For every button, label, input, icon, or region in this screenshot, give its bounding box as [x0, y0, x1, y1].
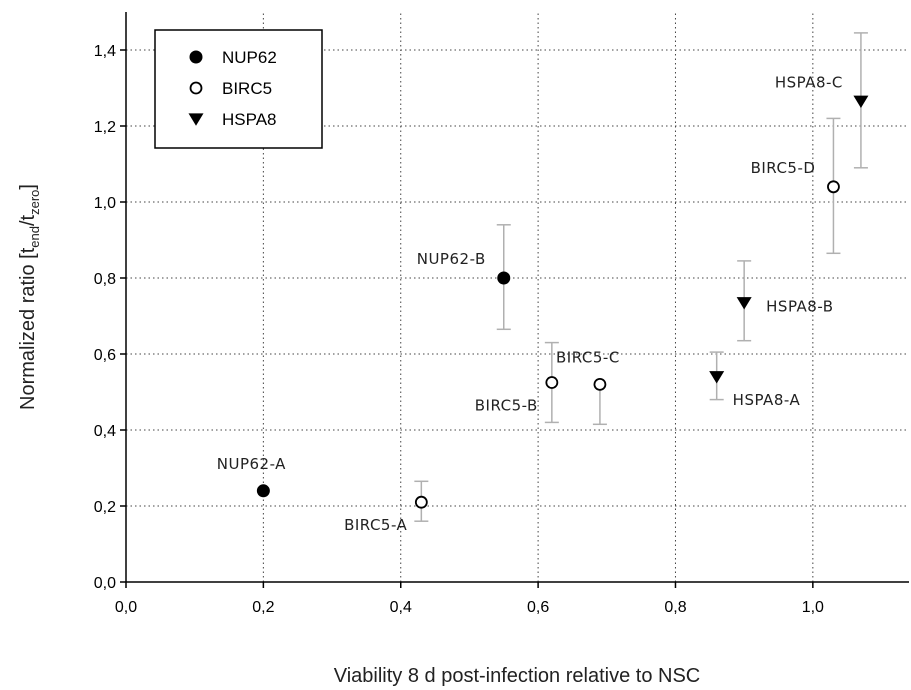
- data-point-birc5-0: [414, 495, 428, 509]
- point-label-birc5-2: BIRC5-C: [556, 348, 620, 366]
- point-label-nup62-0: NUP62-A: [217, 455, 286, 473]
- point-label-birc5-3: BIRC5-D: [751, 159, 816, 177]
- point-label-hspa8-0: HSPA8-A: [733, 391, 801, 409]
- data-point-birc5-1: [545, 376, 559, 389]
- legend-label-birc5: BIRC5: [222, 79, 272, 98]
- y-axis-title-end: ]: [17, 184, 39, 190]
- x-axis-title: Viability 8 d post-infection relative to…: [334, 665, 700, 687]
- x-tick-label-3: 0,6: [527, 599, 549, 616]
- y-tick-label-1: 0,2: [94, 499, 116, 516]
- data-point-hspa8-1: [736, 297, 752, 310]
- point-label-hspa8-1: HSPA8-B: [766, 298, 833, 316]
- y-tick-label-3: 0,6: [94, 347, 116, 364]
- point-label-nup62-1: NUP62-B: [417, 250, 486, 268]
- y-axis-title-sub1: end: [27, 226, 42, 248]
- legend-label-nup62: NUP62: [222, 48, 277, 67]
- x-tick-label-0: 0,0: [115, 599, 137, 616]
- y-axis-title-main: Normalized ratio [t: [17, 247, 39, 410]
- data-point-nup62-1: [497, 271, 511, 285]
- y-axis-title-mid: /t: [17, 214, 39, 226]
- axes: [125, 12, 909, 583]
- data-point-birc5-2: [593, 377, 607, 391]
- legend: NUP62 BIRC5 HSPA8: [154, 29, 323, 149]
- point-label-hspa8-2: HSPA8-C: [775, 73, 843, 91]
- x-tick-label-4: 0,8: [664, 599, 686, 616]
- data-point-hspa8-0: [709, 371, 725, 384]
- legend-marker-birc5: [189, 81, 203, 95]
- data-points: [256, 95, 869, 509]
- data-point-birc5-3: [827, 180, 840, 194]
- y-axis-title-sub2: zero: [27, 190, 42, 215]
- point-label-birc5-1: BIRC5-B: [475, 397, 538, 415]
- tick-labels: 0,0 0,2 0,4 0,6 0,8 1,0 1,2 1,4 0,0 0,2 0,4 0,6 0,8 1…: [94, 43, 824, 616]
- y-tick-label-0: 0,0: [94, 575, 116, 592]
- x-tick-label-1: 0,2: [252, 599, 274, 616]
- y-tick-label-6: 1,2: [94, 119, 116, 136]
- legend-label-hspa8: HSPA8: [222, 110, 277, 129]
- y-tick-label-5: 1,0: [94, 195, 116, 212]
- point-label-birc5-0: BIRC5-A: [344, 516, 407, 534]
- data-point-hspa8-2: [853, 95, 869, 109]
- point-labels: NUP62-A NUP62-B BIRC5-A BIRC5-B BIRC5-C BIRC5…: [217, 73, 843, 534]
- y-tick-label-4: 0,8: [94, 271, 116, 288]
- x-tick-label-2: 0,4: [390, 599, 412, 616]
- data-point-nup62-0: [256, 484, 270, 498]
- error-bars: [414, 32, 868, 522]
- legend-marker-nup62: [189, 50, 203, 64]
- x-tick-label-5: 1,0: [802, 599, 824, 616]
- y-tick-label-7: 1,4: [94, 43, 116, 60]
- legend-marker-hspa8: [188, 113, 204, 126]
- y-axis-title: Normalized ratio [tend/tzero]: [17, 184, 42, 410]
- y-tick-label-2: 0,4: [94, 423, 116, 440]
- legend-box: [154, 29, 323, 149]
